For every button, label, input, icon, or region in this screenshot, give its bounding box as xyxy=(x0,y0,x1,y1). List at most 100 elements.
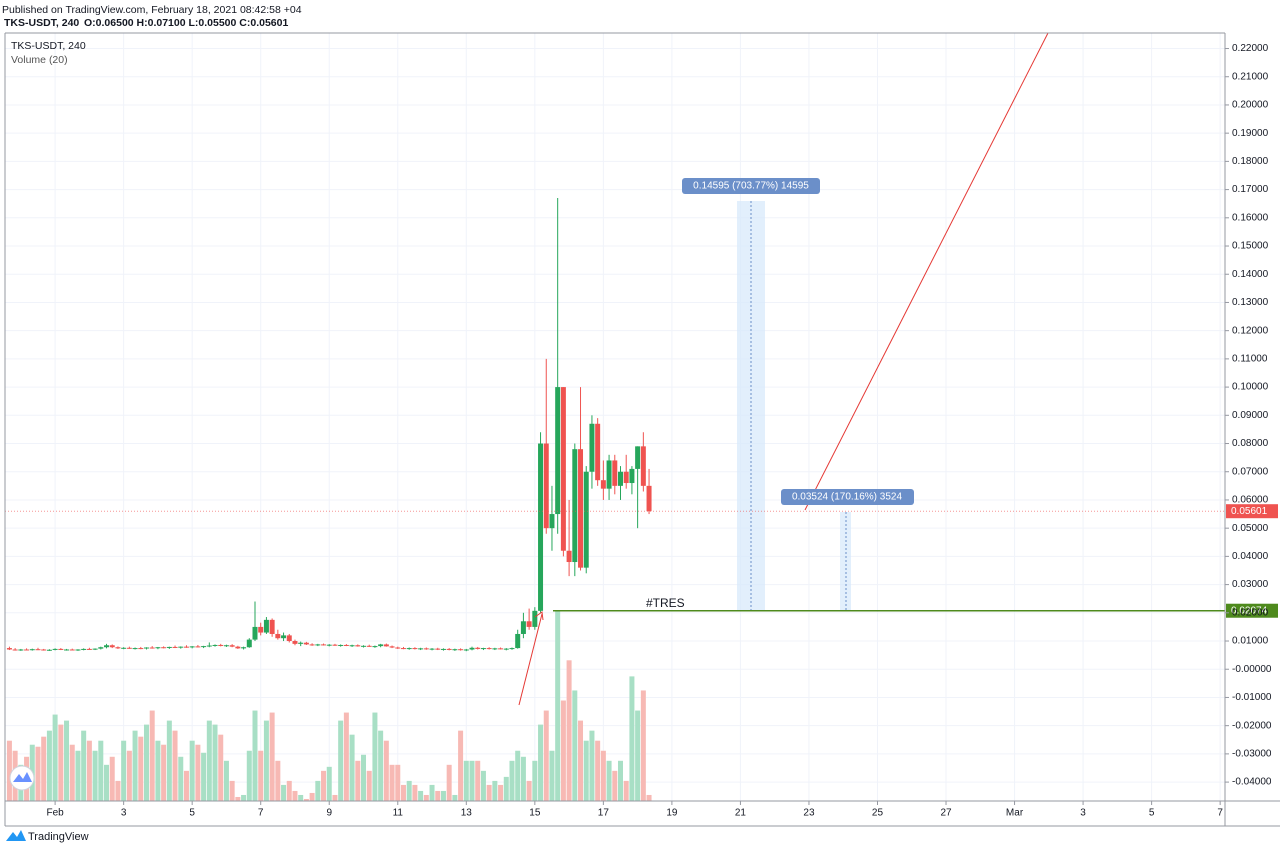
volume-bar xyxy=(400,784,406,801)
volume-bar xyxy=(440,790,446,801)
x-tick-label: 25 xyxy=(872,808,884,819)
y-tick-label: 0.15000 xyxy=(1232,241,1269,252)
volume-bar xyxy=(172,730,178,801)
y-tick-label: 0.12000 xyxy=(1232,325,1269,336)
volume-bar xyxy=(623,780,629,801)
candle-body xyxy=(366,645,372,647)
arrow-head xyxy=(534,611,544,621)
candle-body xyxy=(263,619,269,633)
y-tick-label: -0.00000 xyxy=(1232,664,1272,675)
volume-bar xyxy=(161,744,167,801)
x-tick-label: 9 xyxy=(326,808,332,819)
candle-body xyxy=(109,645,115,648)
candle-body xyxy=(12,649,18,651)
volume-bar xyxy=(372,712,378,801)
y-tick-label: 0.02000 xyxy=(1232,607,1269,618)
y-tick-label: 0.19000 xyxy=(1232,128,1269,139)
volume-bar xyxy=(418,790,424,801)
volume-bar xyxy=(389,764,395,801)
volume-bar xyxy=(572,690,578,801)
volume-bar xyxy=(378,730,384,801)
candle-body xyxy=(578,449,584,568)
x-tick-label: 5 xyxy=(1149,808,1155,819)
candle-body xyxy=(338,644,344,646)
y-tick-label: 0.01000 xyxy=(1232,636,1269,647)
volume-bar xyxy=(241,794,247,801)
volume-bar xyxy=(258,750,264,801)
measure-label: 0.14595 (703.77%) 14595 xyxy=(693,181,809,192)
candle-body xyxy=(281,635,287,639)
candle-body xyxy=(212,644,218,646)
y-tick-label: 0.14000 xyxy=(1232,269,1269,280)
candle-body xyxy=(572,449,578,563)
volume-bar xyxy=(600,750,606,801)
volume-bar xyxy=(646,794,652,801)
y-tick-label: 0.05000 xyxy=(1232,523,1269,534)
last-price-label: 0.05601 xyxy=(1231,506,1268,517)
brand-icon xyxy=(6,830,26,841)
volume-bar xyxy=(366,770,372,801)
candle-body xyxy=(149,647,155,649)
y-tick-label: 0.06000 xyxy=(1232,495,1269,506)
volume-bar xyxy=(52,714,58,801)
volume-bar xyxy=(269,712,275,801)
candle-body xyxy=(178,646,184,648)
candle-body xyxy=(389,646,395,648)
level-label: 0.02074 xyxy=(1231,605,1268,616)
candle-body xyxy=(75,649,81,651)
volume-bar xyxy=(75,750,81,801)
candle-body xyxy=(343,644,349,646)
candle-body xyxy=(166,646,172,648)
y-tick-label: 0.13000 xyxy=(1232,297,1269,308)
volume-bar xyxy=(583,740,589,801)
x-tick-label: Feb xyxy=(46,808,64,819)
x-tick-label: 19 xyxy=(666,808,678,819)
volume-bar xyxy=(309,792,315,801)
volume-bar xyxy=(492,780,498,801)
measure-box xyxy=(682,178,820,194)
candle-body xyxy=(52,648,58,650)
candle-body xyxy=(566,550,572,563)
volume-bar xyxy=(595,740,601,801)
volume-bar xyxy=(143,724,149,801)
candle-body xyxy=(321,644,327,646)
brand: TradingView xyxy=(28,831,89,843)
volume-bar xyxy=(166,720,172,801)
candle-body xyxy=(286,635,292,642)
volume-bar xyxy=(475,760,481,801)
x-tick-label: 11 xyxy=(393,808,404,819)
candle-body xyxy=(155,647,161,649)
candle-body xyxy=(509,648,515,650)
volume-bar xyxy=(412,784,418,801)
candle-body xyxy=(543,443,549,529)
y-tick-label: -0.03000 xyxy=(1232,749,1272,760)
candle-body xyxy=(223,645,229,647)
volume-bar xyxy=(235,796,241,801)
volume-bar xyxy=(589,730,595,801)
volume-bar xyxy=(155,740,161,801)
volume-bar xyxy=(549,750,555,801)
candle-body xyxy=(440,648,446,650)
candle-body xyxy=(298,642,304,644)
candle-body xyxy=(6,648,12,650)
candle-body xyxy=(246,639,252,648)
volume-bar xyxy=(503,776,509,801)
x-tick-label: 23 xyxy=(803,808,815,819)
level-box xyxy=(1226,603,1278,618)
logo-icon xyxy=(13,772,32,782)
volume-bar xyxy=(86,740,92,801)
candle-body xyxy=(606,460,612,489)
candle-body xyxy=(378,644,384,647)
volume-bar xyxy=(560,700,566,801)
candle-body xyxy=(241,647,247,649)
ohlc: O:0.06500 H:0.07100 L:0.05500 C:0.05601 xyxy=(84,17,288,29)
candle-body xyxy=(81,648,87,650)
last-price-box xyxy=(1226,504,1278,519)
volume-bar xyxy=(429,784,435,801)
trend-arrow xyxy=(518,613,543,706)
volume-bar xyxy=(361,754,367,801)
volume-bar xyxy=(189,740,195,801)
volume-bar xyxy=(286,780,292,801)
